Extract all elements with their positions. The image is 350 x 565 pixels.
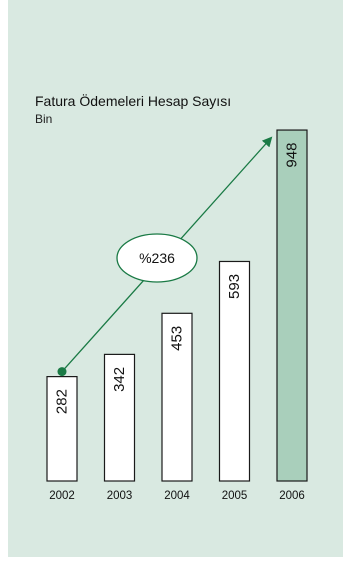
x-tick-label-2004: 2004 bbox=[164, 490, 190, 502]
x-tick-label-2006: 2006 bbox=[279, 490, 305, 502]
bar-value-label-2003: 342 bbox=[111, 367, 128, 392]
bar-value-label-2005: 593 bbox=[226, 274, 243, 299]
bar-2006 bbox=[276, 129, 308, 482]
bar-2004 bbox=[161, 312, 193, 482]
bar-value-label-2004: 453 bbox=[169, 326, 186, 351]
arrow-start-dot bbox=[57, 367, 67, 377]
bar-2003 bbox=[103, 353, 136, 482]
growth-annotation-label: %236 bbox=[139, 250, 175, 266]
bar-value-label-2006: 948 bbox=[284, 143, 301, 168]
bar-2002 bbox=[46, 376, 78, 482]
x-tick-label-2005: 2005 bbox=[222, 490, 248, 502]
bar-2005 bbox=[218, 260, 251, 482]
chart-subtitle: Bin bbox=[35, 112, 53, 126]
growth-annotation-bubble bbox=[116, 233, 198, 283]
x-tick-label-2002: 2002 bbox=[49, 490, 75, 502]
chart-title: Fatura Ödemeleri Hesap Sayısı bbox=[35, 93, 232, 109]
bar-value-label-2002: 282 bbox=[54, 389, 71, 414]
x-tick-label-2003: 2003 bbox=[107, 490, 133, 502]
